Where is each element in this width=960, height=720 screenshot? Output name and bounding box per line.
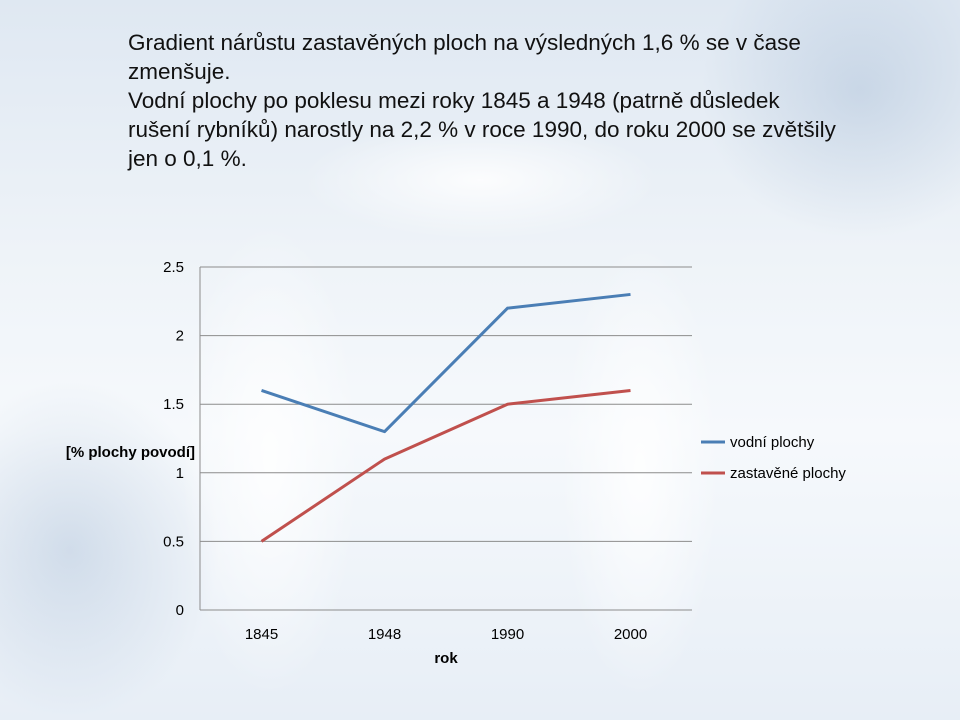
x-axis-title: rok xyxy=(434,650,458,667)
paragraph-1: Gradient nárůstu zastavěných ploch na vý… xyxy=(128,30,801,84)
series-lines xyxy=(260,292,631,543)
x-tick-label: 1845 xyxy=(245,626,278,643)
paragraph-2: Vodní plochy po poklesu mezi roky 1845 a… xyxy=(128,88,836,171)
x-tick-label: 1990 xyxy=(491,626,524,643)
legend-label-2: zastavěné plochy xyxy=(730,465,846,482)
y-tick-label: 2 xyxy=(176,328,184,345)
y-tick-labels: 0 0.5 1 1.5 2 2.5 xyxy=(163,259,184,619)
y-tick-label: 2.5 xyxy=(163,259,184,276)
x-tick-label: 2000 xyxy=(614,626,647,643)
y-tick-label: 0 xyxy=(176,602,184,619)
y-tick-label: 1.5 xyxy=(163,396,184,413)
legend-label-1: vodní plochy xyxy=(730,434,815,451)
x-tick-label: 1948 xyxy=(368,626,401,643)
y-axis-title: [% plochy povodí] xyxy=(66,444,195,461)
x-tick-labels: 1845 1948 1990 2000 xyxy=(245,626,647,643)
y-tick-label: 0.5 xyxy=(163,533,184,550)
y-tick-label: 1 xyxy=(176,465,184,482)
series-line-2 xyxy=(260,388,631,543)
grid-lines xyxy=(199,266,692,611)
legend: vodní plochy zastavěné plochy xyxy=(701,434,846,482)
description-text: Gradient nárůstu zastavěných ploch na vý… xyxy=(128,28,848,173)
series-line-1 xyxy=(261,292,631,434)
